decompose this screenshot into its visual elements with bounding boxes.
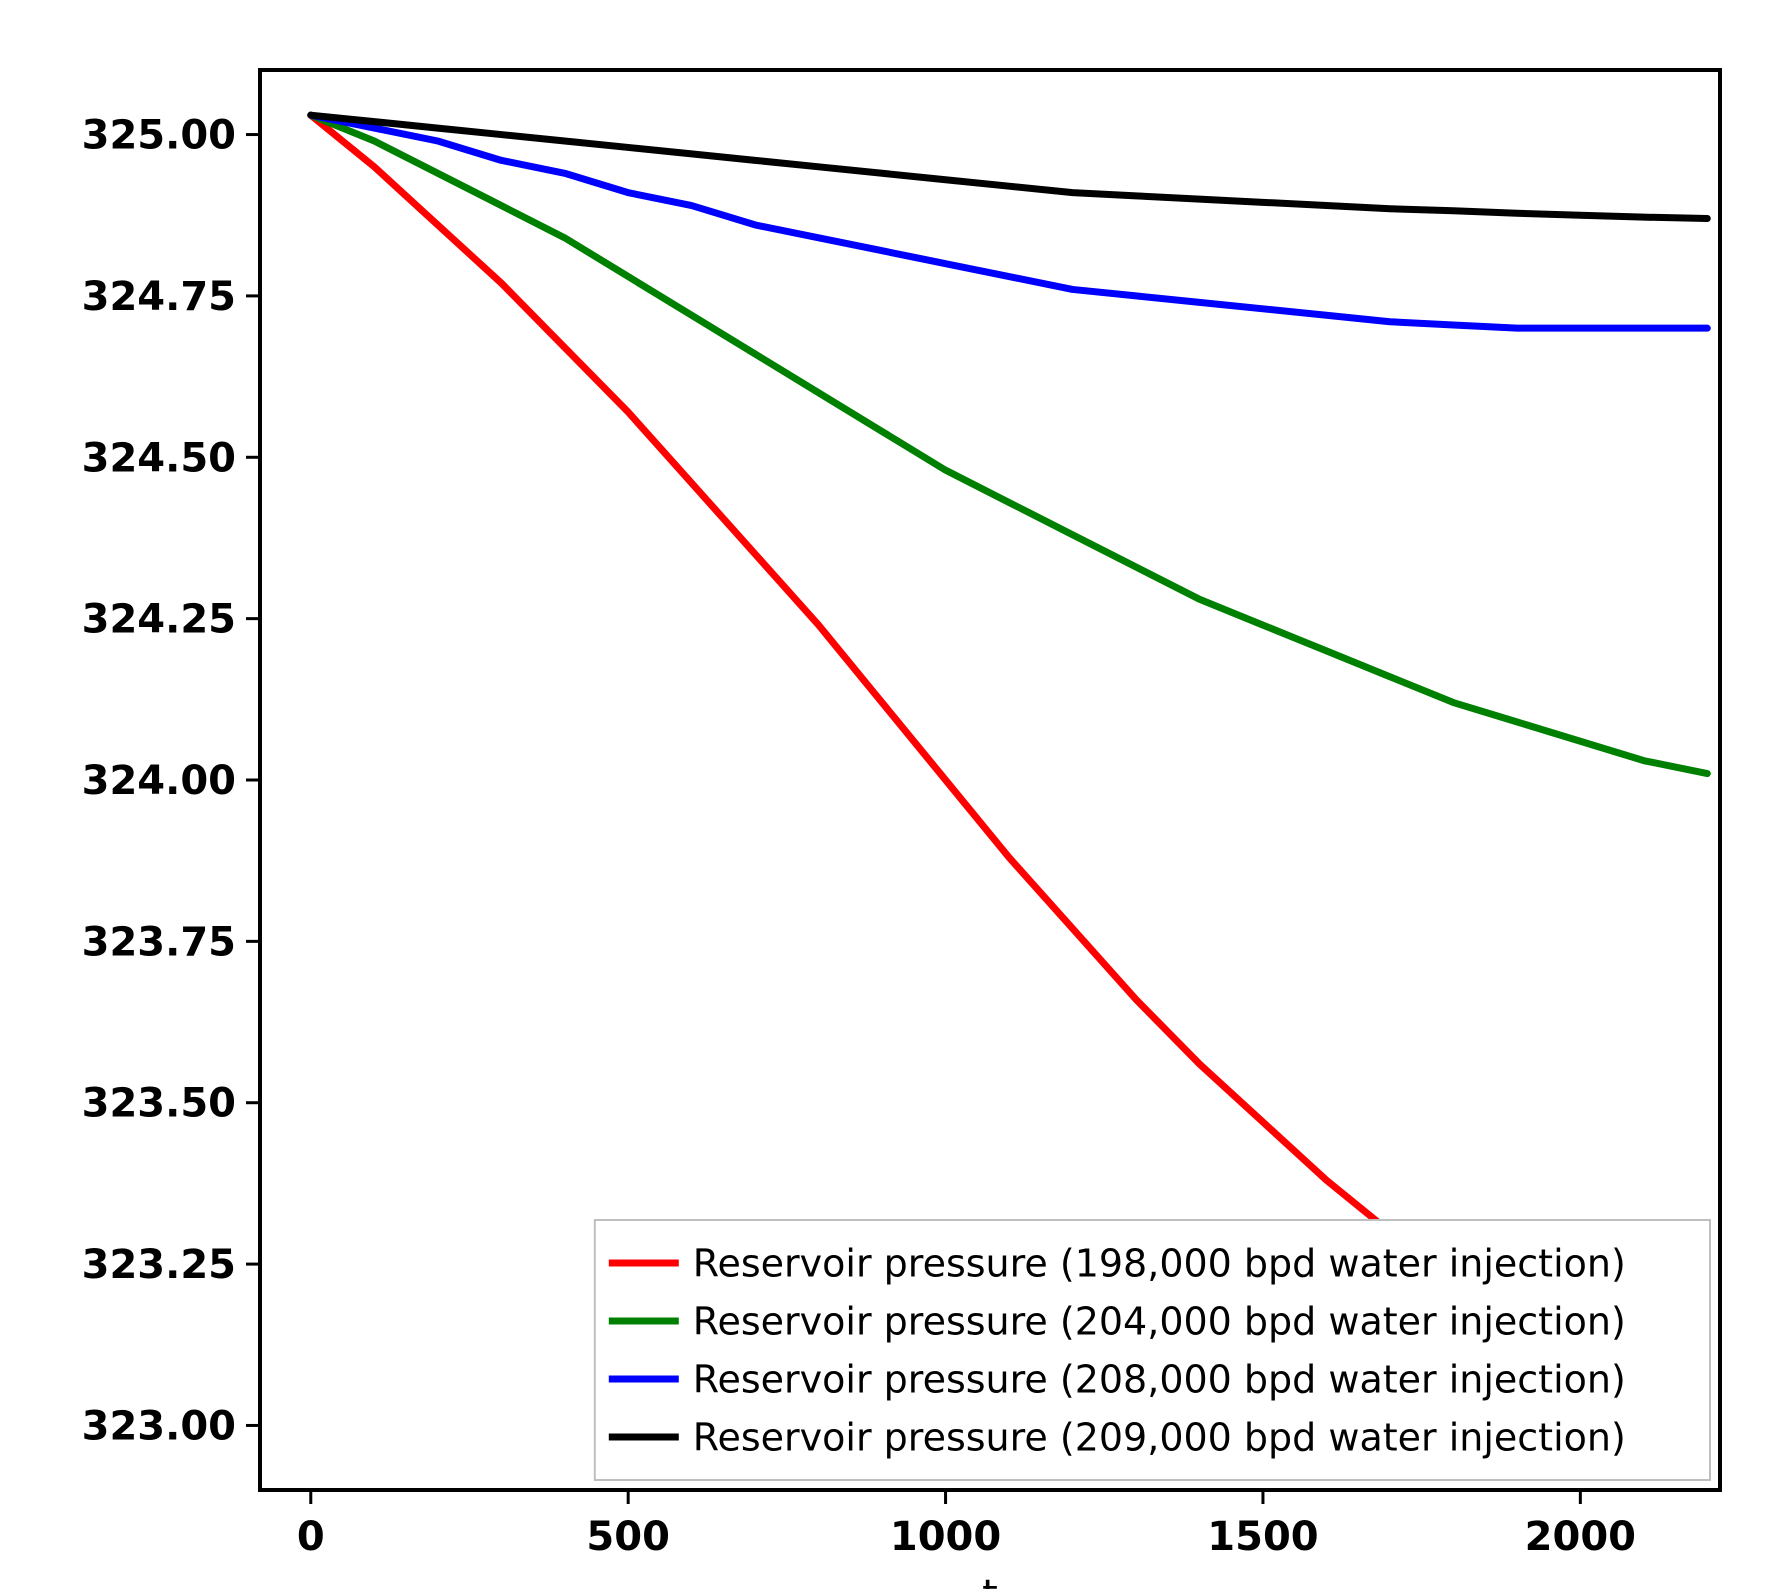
x-tick-label: 1500 <box>1207 1514 1318 1560</box>
x-tick-label: 1000 <box>890 1514 1001 1560</box>
y-tick-label: 324.50 <box>82 435 236 481</box>
legend-label: Reservoir pressure (198,000 bpd water in… <box>693 1241 1626 1285</box>
y-tick-label: 323.25 <box>82 1242 236 1288</box>
y-tick-label: 324.25 <box>82 597 236 643</box>
x-axis-label: t <box>982 1572 998 1589</box>
y-tick-label: 324.75 <box>82 274 236 320</box>
line-chart: 0 500 1000 1500 2000 t 323.00 323.25 323.50 323.7… <box>0 0 1768 1589</box>
y-tick-label: 323.75 <box>82 919 236 965</box>
x-tick-label: 0 <box>297 1514 325 1560</box>
y-tick-label: 324.00 <box>82 758 236 804</box>
legend: Reservoir pressure (198,000 bpd water in… <box>595 1220 1710 1480</box>
x-tick-label: 500 <box>586 1514 670 1560</box>
y-tick-label: 323.50 <box>82 1081 236 1127</box>
legend-label: Reservoir pressure (204,000 bpd water in… <box>693 1299 1626 1343</box>
x-tick-label: 2000 <box>1525 1514 1636 1560</box>
legend-label: Reservoir pressure (209,000 bpd water in… <box>693 1415 1626 1459</box>
chart-container: 0 500 1000 1500 2000 t 323.00 323.25 323.50 323.7… <box>0 0 1768 1589</box>
y-tick-label: 325.00 <box>82 113 236 159</box>
y-tick-label: 323.00 <box>82 1403 236 1449</box>
legend-label: Reservoir pressure (208,000 bpd water in… <box>693 1357 1626 1401</box>
